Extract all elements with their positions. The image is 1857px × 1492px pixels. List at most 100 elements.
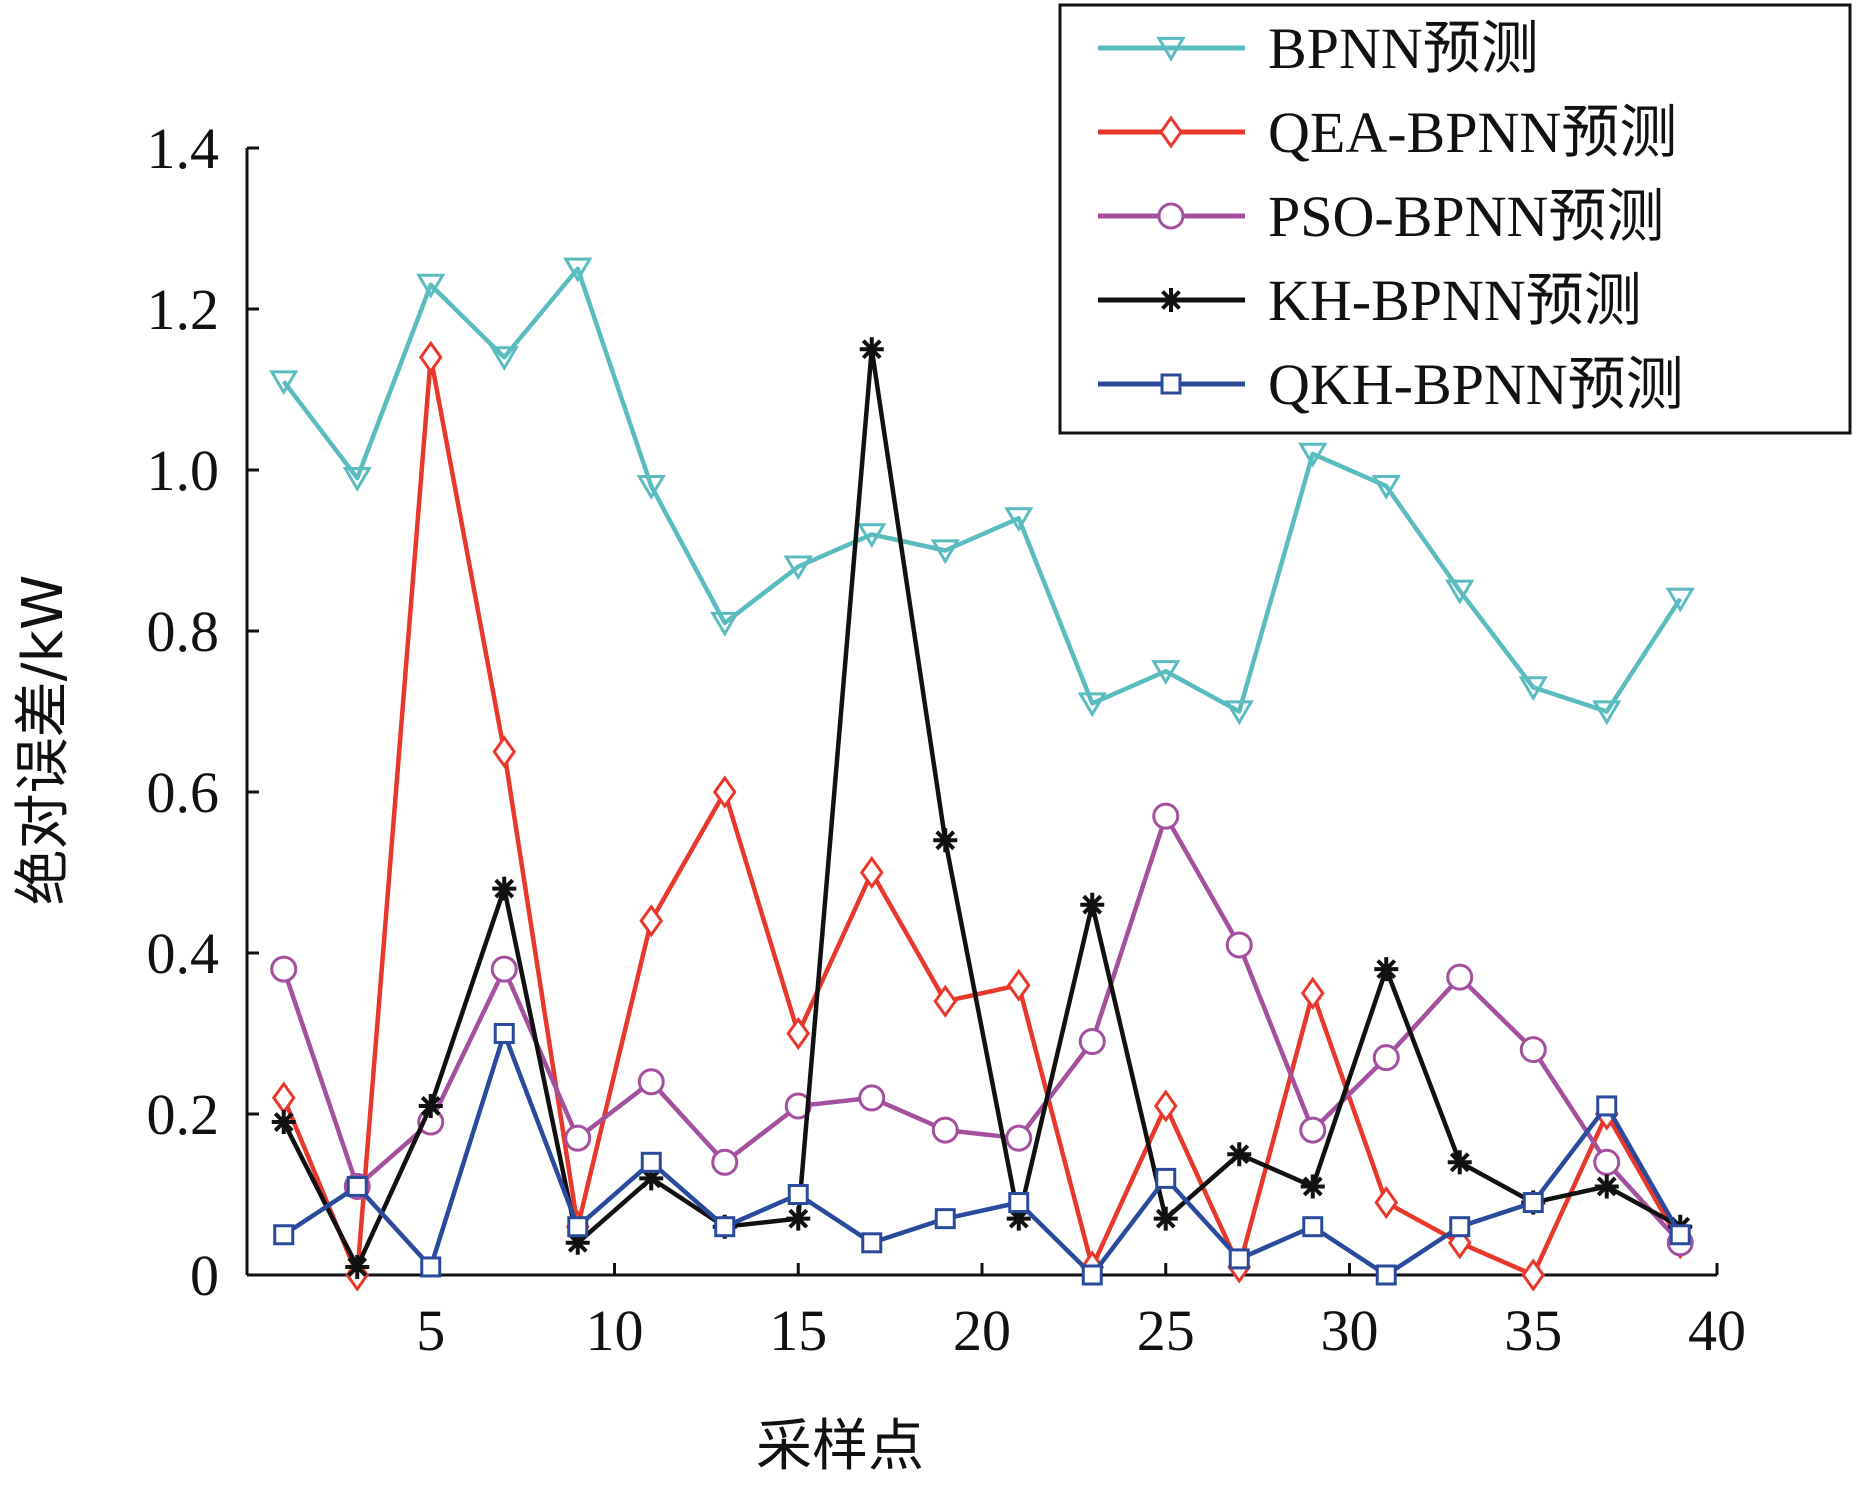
legend-marker: [1160, 373, 1182, 395]
data-point: [420, 1256, 442, 1278]
legend: BPNN预测 QEA-BPNN预测 PSO-BPNN预测 KH-BPNN预测 QKH-B…: [1058, 3, 1852, 435]
legend-entry: PSO-BPNN预测: [1098, 184, 1664, 249]
data-point: [1593, 1148, 1621, 1176]
y-tick-label: 0.6: [147, 760, 220, 825]
data-point: [1669, 1224, 1691, 1246]
data-point: [1080, 892, 1105, 917]
data-point: [861, 1232, 883, 1254]
x-tick-label: 15: [769, 1298, 827, 1363]
y-tick-label: 0: [190, 1243, 219, 1308]
data-point: [1446, 963, 1474, 991]
data-point: [1081, 1264, 1103, 1286]
data-point: [1521, 1258, 1546, 1292]
data-point: [1449, 1216, 1471, 1238]
data-point: [1522, 1192, 1544, 1214]
data-point: [1518, 676, 1548, 702]
data-point: [1153, 1089, 1178, 1123]
data-point: [1078, 1028, 1106, 1056]
series-line: [281, 355, 1683, 1278]
series-2: [271, 340, 1693, 1292]
data-point: [273, 1224, 295, 1246]
data-point: [712, 775, 737, 809]
legend-label: KH-BPNN预测: [1268, 268, 1642, 333]
series-line: [281, 813, 1682, 1245]
data-point: [857, 523, 887, 549]
data-point: [1153, 1206, 1178, 1231]
data-point: [418, 340, 443, 374]
data-point: [564, 1124, 592, 1152]
legend-entry: QKH-BPNN预测: [1098, 352, 1684, 417]
legend-entry: QEA-BPNN预测: [1098, 100, 1677, 165]
data-point: [1299, 1116, 1327, 1144]
series-line: [282, 1031, 1683, 1278]
data-point: [933, 984, 958, 1018]
data-point: [1592, 700, 1622, 726]
y-tick-label: 0.4: [147, 921, 220, 986]
x-tick-label: 25: [1137, 1298, 1195, 1363]
data-point: [567, 1216, 589, 1238]
series-3: [270, 802, 1694, 1257]
x-axis-title: 采样点: [756, 1414, 924, 1479]
data-point: [783, 555, 813, 581]
data-point: [637, 1068, 665, 1096]
data-point: [565, 1230, 590, 1255]
axes: 0 0.2 0.4 0.6 0.8 1.0 1.2 1.4 5 10 15 20 25 30 35 40: [147, 116, 1747, 1363]
legend-entry: BPNN预测: [1098, 16, 1539, 81]
data-point: [271, 1110, 296, 1135]
data-point: [1596, 1095, 1618, 1117]
y-axis-title: 绝对误差/kW: [11, 575, 76, 906]
series-1: [269, 257, 1695, 726]
data-point: [269, 370, 299, 396]
data-point: [1155, 1167, 1177, 1189]
legend-label: BPNN预测: [1268, 16, 1539, 81]
data-point: [493, 1023, 515, 1044]
data-point: [1374, 957, 1399, 982]
data-point: [1225, 931, 1253, 959]
data-point: [346, 1175, 368, 1197]
x-tick-label: 10: [586, 1298, 644, 1363]
series-line: [281, 347, 1682, 1270]
legend-label: QEA-BPNN预测: [1268, 100, 1677, 165]
data-point: [1151, 660, 1181, 686]
x-tick-label: 30: [1321, 1298, 1379, 1363]
series-4: [271, 337, 1693, 1279]
y-tick-label: 1.0: [147, 438, 220, 503]
data-point: [1152, 802, 1180, 830]
legend-marker: [1159, 115, 1183, 149]
series-layer: [269, 257, 1695, 1292]
legend-marker: [1157, 202, 1185, 230]
legend-label: PSO-BPNN预测: [1268, 184, 1664, 249]
y-tick-label: 1.2: [147, 277, 220, 342]
data-point: [489, 346, 519, 372]
data-point: [1375, 1264, 1397, 1286]
legend-entry: KH-BPNN预测: [1098, 268, 1642, 333]
data-point: [492, 735, 517, 769]
data-point: [711, 1148, 739, 1176]
data-point: [1300, 1174, 1325, 1199]
data-point: [1302, 1216, 1324, 1238]
legend-marker: [1156, 36, 1186, 62]
data-point: [271, 1081, 296, 1115]
y-tick-label: 1.4: [147, 116, 220, 181]
y-tick-label: 0.8: [147, 599, 220, 664]
data-point: [1077, 692, 1107, 718]
legend-box: [1058, 3, 1852, 435]
data-point: [710, 611, 740, 637]
data-point: [1447, 1150, 1472, 1175]
data-point: [1004, 507, 1034, 533]
data-point: [787, 1184, 809, 1205]
data-point: [563, 257, 593, 283]
data-point: [930, 539, 960, 565]
data-point: [1006, 1206, 1031, 1231]
data-point: [492, 876, 517, 901]
data-point: [418, 1093, 443, 1118]
data-point: [1300, 976, 1325, 1010]
data-point: [1445, 579, 1475, 605]
data-point: [416, 273, 446, 299]
data-point: [1298, 442, 1328, 468]
data-point: [858, 1084, 886, 1112]
data-point: [636, 475, 666, 500]
legend-marker: [1159, 288, 1183, 312]
x-tick-label: 5: [416, 1298, 445, 1363]
